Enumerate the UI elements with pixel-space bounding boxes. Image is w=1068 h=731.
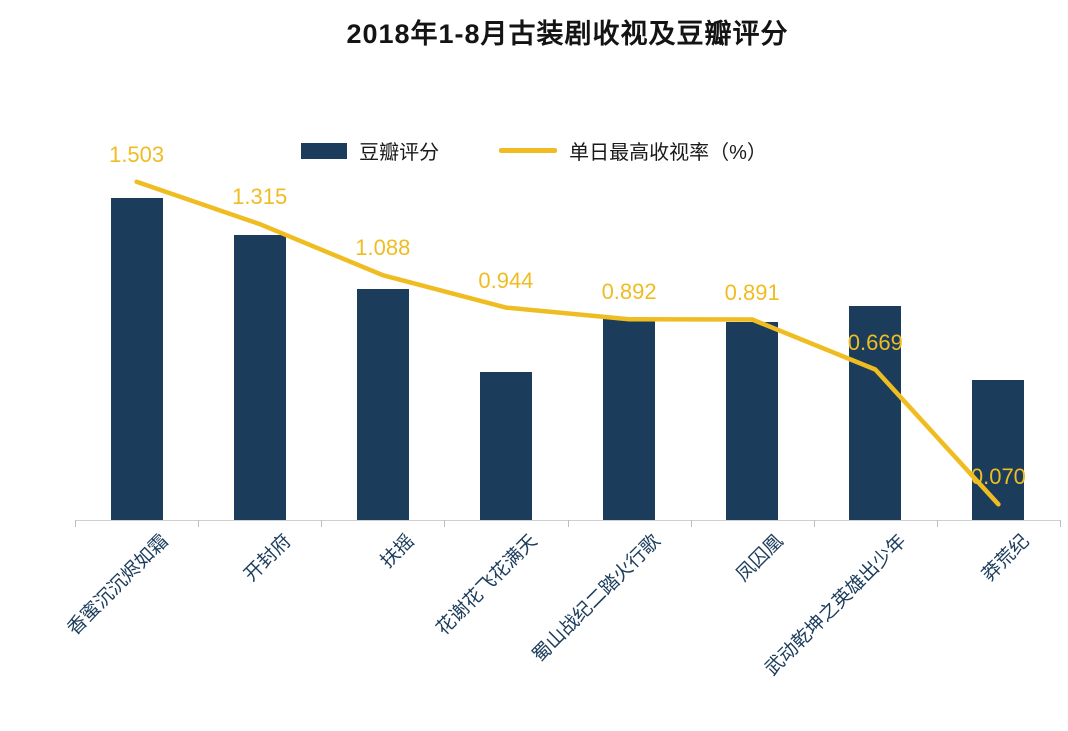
chart-title: 2018年1-8月古装剧收视及豆瓣评分	[346, 19, 789, 49]
bar	[233, 235, 286, 520]
axis-tick	[1060, 520, 1061, 527]
bar	[603, 317, 656, 520]
bar	[356, 289, 409, 520]
line-value-label: 1.315	[232, 184, 288, 210]
bar	[110, 198, 163, 520]
bar-series-swatch	[301, 142, 348, 159]
axis-tick	[75, 520, 76, 527]
bar	[726, 322, 779, 520]
line-value-label: 0.891	[724, 279, 780, 305]
axis-tick	[936, 520, 938, 527]
line-series-swatch	[499, 148, 558, 153]
line-value-label: 0.944	[478, 267, 534, 293]
legend-item-viewership-rate: 单日最高收视率（%）	[499, 136, 767, 165]
x-axis-label: 香蜜沉沉烬如霜	[63, 530, 173, 640]
legend-item-douban-score: 豆瓣评分	[301, 136, 439, 165]
bar	[479, 371, 532, 520]
axis-tick	[813, 520, 815, 527]
legend: 豆瓣评分 单日最高收视率（%）	[0, 136, 1068, 165]
axis-tick	[198, 520, 200, 527]
axis-tick	[567, 520, 569, 527]
chart-plot-area: 1.503 1.315 1.088 0.944 0.892 0.891 0.669 0.070…	[63, 140, 1061, 680]
axis-tick	[690, 520, 692, 527]
line-value-label: 0.070	[970, 464, 1026, 490]
line-series-label: 单日最高收视率（%）	[569, 142, 767, 164]
bar	[972, 379, 1025, 520]
line-value-label: 1.088	[355, 235, 411, 261]
line-value-label: 0.669	[847, 329, 903, 355]
bar-series-label: 豆瓣评分	[359, 142, 440, 164]
axis-tick	[444, 520, 446, 527]
axis-tick	[321, 520, 323, 527]
bar	[849, 305, 902, 520]
line-series	[134, 179, 1001, 507]
line-value-label: 0.892	[601, 279, 657, 305]
viewership-line	[134, 179, 1001, 507]
line-value-label: 1.503	[109, 141, 165, 167]
